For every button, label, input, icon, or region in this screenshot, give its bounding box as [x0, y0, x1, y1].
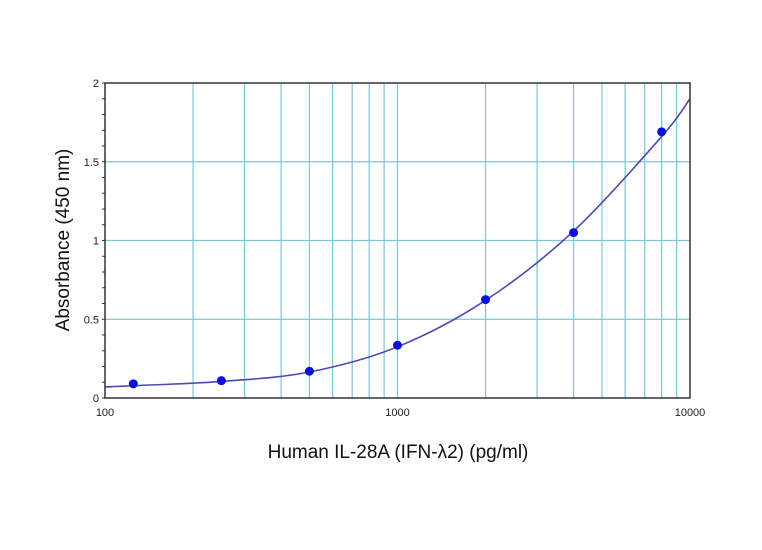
data-points	[128, 127, 667, 389]
data-point	[569, 228, 579, 238]
x-tick-label: 100	[96, 407, 114, 419]
grid	[105, 83, 690, 398]
x-tick-label: 10000	[675, 407, 706, 419]
y-tick-label: 2	[93, 78, 99, 90]
y-tick-label: 0	[93, 393, 99, 405]
y-axis-label: Absorbance (450 nm)	[53, 149, 74, 332]
x-tick-label: 1000	[385, 407, 409, 419]
data-point	[481, 295, 491, 305]
data-point	[304, 366, 314, 376]
x-axis-label: Human IL-28A (IFN-λ2) (pg/ml)	[268, 442, 529, 463]
plot-frame	[104, 82, 691, 399]
y-tick-label: 1.5	[84, 157, 99, 169]
x-tick-labels: 100 1000 10000	[96, 407, 705, 419]
data-point	[216, 376, 226, 386]
y-tick-label: 1	[93, 236, 99, 248]
data-point	[128, 379, 138, 389]
data-point	[657, 127, 667, 137]
y-tick-label: 0.5	[84, 314, 99, 326]
y-tick-labels: 0 0.5 1 1.5 2	[84, 78, 99, 405]
data-point	[393, 340, 402, 350]
